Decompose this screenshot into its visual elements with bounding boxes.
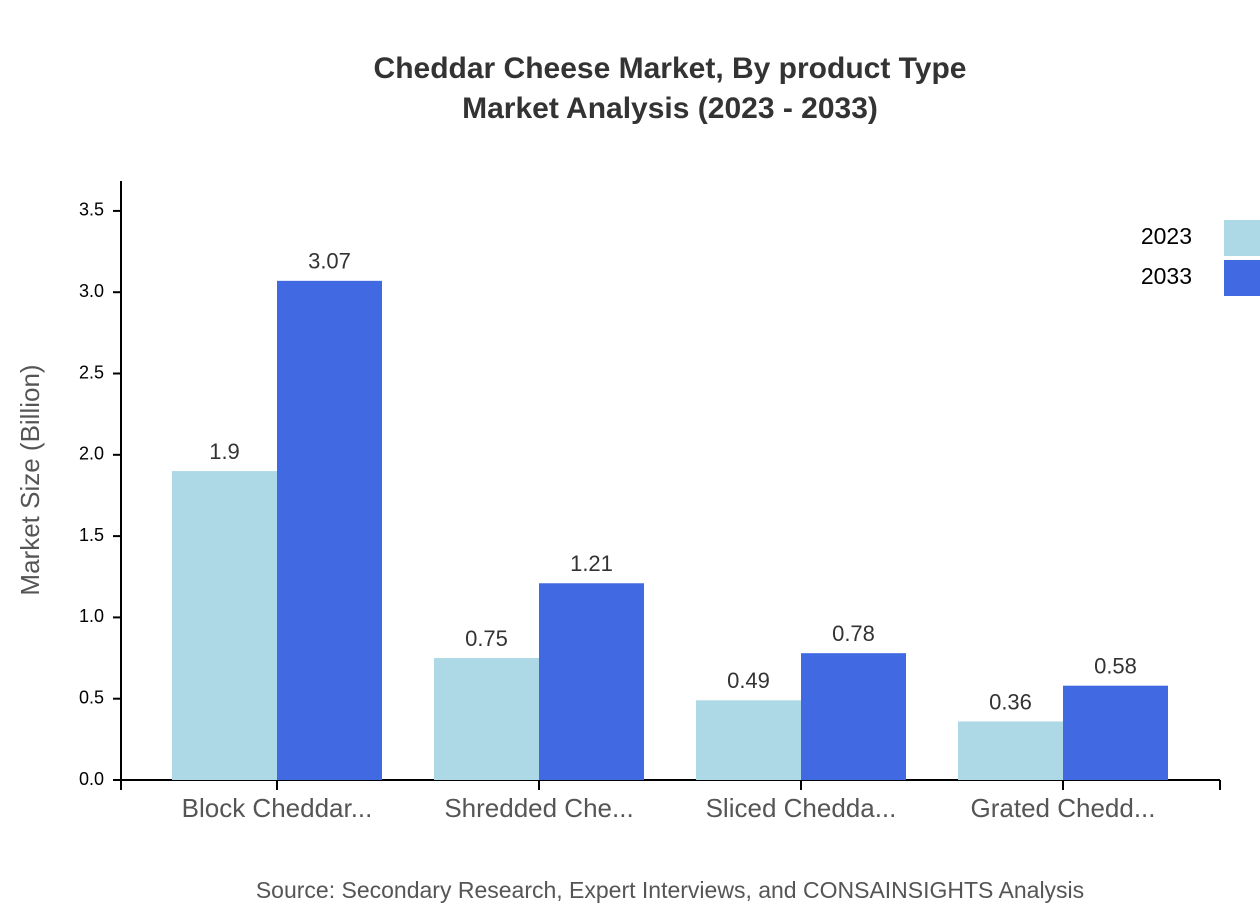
bar: [434, 658, 539, 780]
y-tick-label: 1.5: [79, 525, 104, 545]
bar: [801, 653, 906, 780]
value-label: 0.75: [465, 626, 508, 651]
legend-label: 2033: [1141, 263, 1192, 289]
y-tick-label: 2.5: [79, 362, 104, 382]
y-tick-label: 0.0: [79, 769, 104, 789]
x-tick-label: Shredded Che...: [444, 793, 633, 823]
value-label: 0.49: [727, 668, 770, 693]
source-note: Source: Secondary Research, Expert Inter…: [256, 877, 1084, 903]
chart-title: Cheddar Cheese Market, By product Type: [374, 52, 967, 85]
value-label: 1.9: [209, 439, 240, 464]
legend-swatch: [1224, 260, 1260, 296]
y-tick-label: 0.5: [79, 687, 104, 707]
chart-title: Market Analysis (2023 - 2033): [462, 92, 878, 125]
bar: [696, 700, 801, 780]
value-label: 3.07: [308, 249, 351, 274]
y-tick-label: 2.0: [79, 444, 104, 464]
legend-label: 2023: [1141, 223, 1192, 249]
x-tick-label: Grated Chedd...: [971, 793, 1156, 823]
bar: [539, 583, 644, 780]
y-axis-title: Market Size (Billion): [15, 364, 45, 595]
bar: [958, 721, 1063, 780]
legend-swatch: [1224, 220, 1260, 256]
value-label: 0.36: [989, 689, 1032, 714]
x-tick-label: Block Cheddar...: [182, 793, 373, 823]
value-label: 0.78: [832, 621, 875, 646]
y-tick-label: 3.0: [79, 281, 104, 301]
value-label: 0.58: [1094, 654, 1137, 679]
y-tick-label: 3.5: [79, 200, 104, 220]
bar: [172, 471, 277, 780]
bar: [277, 280, 382, 780]
y-tick-label: 1.0: [79, 606, 104, 626]
value-label: 1.21: [570, 551, 613, 576]
x-tick-label: Sliced Chedda...: [706, 793, 897, 823]
bar: [1063, 685, 1168, 780]
